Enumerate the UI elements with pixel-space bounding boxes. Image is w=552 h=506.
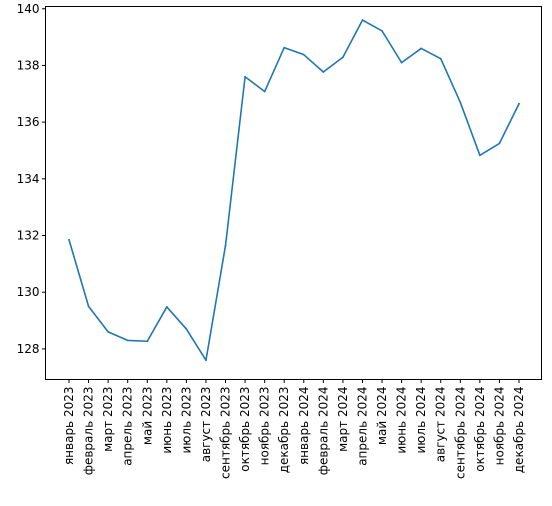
data-point [205, 359, 207, 362]
x-tick-label: декабрь 2023 [277, 387, 291, 474]
data-point [478, 154, 481, 157]
x-tick-label: сентябрь 2023 [219, 387, 233, 479]
x-tick-label: май 2023 [140, 387, 154, 446]
y-tick-label: 134 [17, 172, 40, 186]
x-tick-label: октябрь 2023 [238, 387, 252, 472]
data-point [263, 90, 266, 93]
data-point [87, 305, 90, 308]
x-tick-label: май 2024 [375, 387, 389, 446]
series-layer [68, 19, 520, 362]
y-tick-label: 138 [17, 58, 40, 72]
data-point [224, 244, 227, 247]
data-point [283, 46, 286, 49]
data-point [459, 101, 462, 104]
x-tick-label: апрель 2023 [121, 387, 135, 466]
y-tick-label: 130 [17, 285, 40, 299]
data-point [185, 328, 188, 330]
x-tick-label: август 2024 [434, 387, 448, 463]
y-axis: 128 130 132 134 136 138 140 [17, 2, 46, 356]
y-tick-label: 128 [17, 342, 40, 356]
x-tick-label: июнь 2024 [395, 387, 409, 454]
x-tick-label: март 2023 [101, 387, 115, 452]
data-point [400, 61, 403, 64]
x-tick-label: декабрь 2024 [512, 387, 526, 474]
y-tick-label: 140 [17, 2, 40, 16]
x-tick-label: июль 2024 [414, 387, 428, 454]
x-tick-label: февраль 2023 [82, 387, 96, 476]
x-tick-label: июнь 2023 [160, 387, 174, 454]
data-point [361, 19, 364, 22]
x-tick-label: март 2024 [336, 387, 350, 452]
data-point [302, 53, 305, 56]
x-tick-label: апрель 2024 [355, 387, 369, 466]
x-tick-label: июль 2023 [179, 387, 193, 454]
data-point [381, 29, 383, 32]
y-tick-label: 132 [17, 229, 40, 243]
data-point [420, 47, 423, 50]
x-tick-label: февраль 2024 [316, 387, 330, 476]
x-tick-label: ноябрь 2024 [492, 387, 506, 466]
plot-area [45, 6, 542, 380]
x-tick-label: октябрь 2024 [473, 387, 487, 472]
data-point [126, 339, 129, 342]
data-point [498, 142, 501, 145]
series-line [68, 19, 520, 362]
x-tick-label: январь 2024 [297, 387, 311, 466]
x-tick-label: ноябрь 2023 [258, 387, 272, 466]
data-point [165, 306, 168, 308]
y-tick-label: 136 [17, 115, 40, 129]
data-point [439, 57, 442, 60]
data-point [107, 330, 110, 333]
x-tick-label: август 2023 [199, 387, 213, 463]
data-point [342, 56, 344, 59]
data-point [244, 75, 246, 78]
data-point [322, 71, 325, 73]
data-point [68, 238, 70, 241]
x-tick-label: сентябрь 2024 [453, 386, 467, 478]
x-axis: январь 2023 февраль 2023 март 2023 апрель 2… [62, 379, 526, 479]
data-point [518, 102, 520, 105]
data-point [146, 340, 149, 343]
x-tick-label: январь 2023 [62, 387, 76, 466]
